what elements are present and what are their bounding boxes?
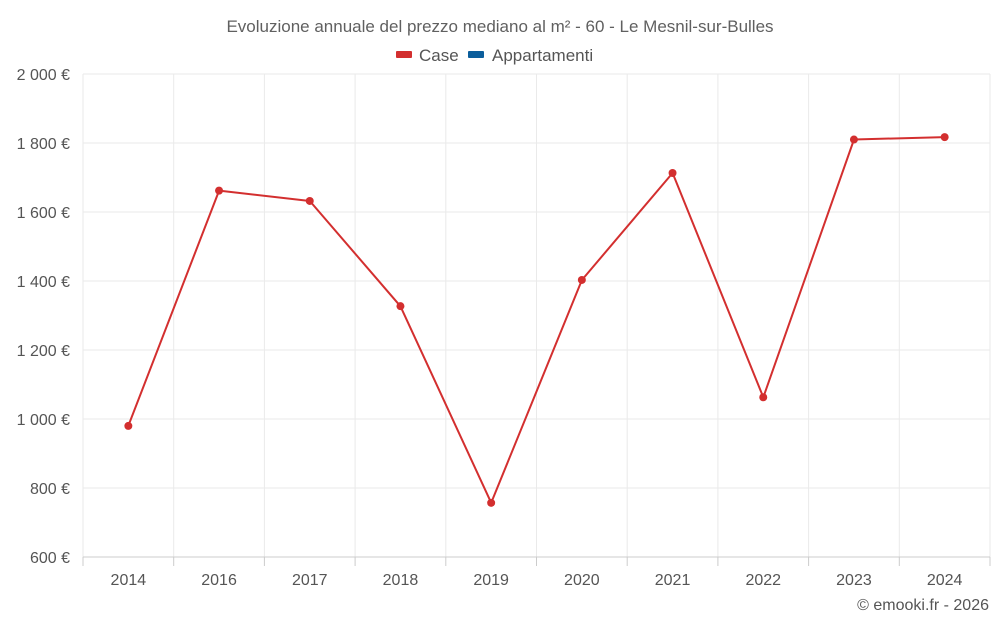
x-tick-label: 2014 (111, 572, 147, 589)
data-point[interactable] (577, 275, 586, 284)
x-gridlines (82, 74, 991, 557)
data-point[interactable] (215, 186, 224, 195)
legend-swatch-case (396, 51, 412, 58)
legend: Case Appartamenti (396, 46, 593, 65)
y-tick-label: 800 € (30, 481, 70, 498)
x-tick-label: 2018 (383, 572, 419, 589)
y-tick-label: 2 000 € (17, 67, 70, 84)
x-axis-ticks: 2014 2016 2017 2018 2019 2020 2021 2022 2023 2024 (82, 557, 991, 589)
y-axis-ticks: 600 € 800 € 1 000 € 1 200 € 1 400 € 1 600 € 1 … (17, 67, 70, 567)
y-tick-label: 1 400 € (17, 274, 70, 291)
legend-label-appartamenti: Appartamenti (492, 46, 593, 65)
legend-swatch-appartamenti (468, 51, 484, 58)
x-tick-label: 2022 (745, 572, 781, 589)
data-point[interactable] (668, 169, 677, 178)
data-point[interactable] (396, 302, 405, 311)
data-point[interactable] (487, 498, 496, 507)
x-tick-label: 2024 (927, 572, 963, 589)
y-tick-label: 600 € (30, 550, 70, 567)
x-tick-label: 2021 (655, 572, 691, 589)
x-tick-label: 2020 (564, 572, 600, 589)
data-point[interactable] (849, 135, 858, 144)
y-tick-label: 1 600 € (17, 205, 70, 222)
y-tick-label: 1 000 € (17, 412, 70, 429)
y-tick-label: 1 200 € (17, 343, 70, 360)
legend-item-case[interactable]: Case (396, 46, 459, 65)
data-point[interactable] (759, 393, 768, 402)
y-tick-label: 1 800 € (17, 136, 70, 153)
data-point[interactable] (305, 196, 314, 205)
x-tick-label: 2023 (836, 572, 872, 589)
series-line-case (127, 136, 945, 504)
legend-item-appartamenti[interactable]: Appartamenti (468, 46, 593, 65)
credit-text: © emooki.fr - 2026 (857, 597, 989, 614)
series-layer (124, 133, 949, 507)
data-point[interactable] (124, 421, 133, 430)
legend-label-case: Case (419, 46, 459, 65)
x-tick-label: 2016 (201, 572, 237, 589)
chart-title: Evoluzione annuale del prezzo mediano al… (226, 17, 773, 36)
x-tick-label: 2019 (473, 572, 509, 589)
data-point[interactable] (940, 133, 949, 142)
x-tick-label: 2017 (292, 572, 328, 589)
